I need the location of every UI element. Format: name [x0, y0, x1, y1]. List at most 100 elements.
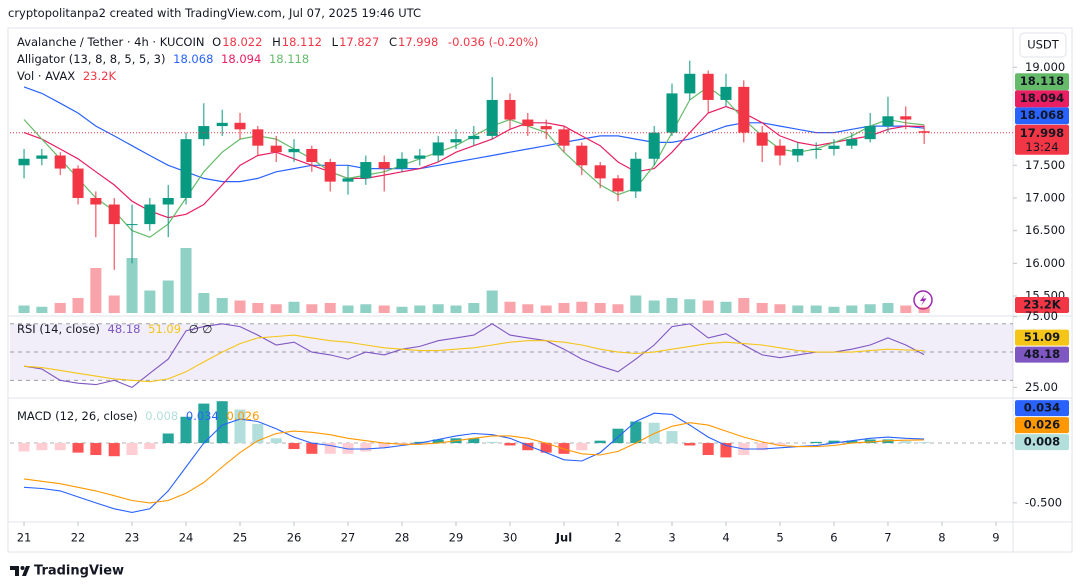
volume-badge-bg	[1015, 297, 1069, 313]
macd-histogram-bar	[720, 443, 732, 458]
volume-bar	[18, 305, 30, 313]
x-tick-label: 8	[938, 531, 945, 545]
macd-histogram-bar	[396, 443, 408, 445]
macd-histogram-bar	[18, 443, 30, 452]
candle-body	[756, 132, 768, 146]
alligator-badge-bg	[1015, 107, 1069, 125]
alligator-line	[23, 86, 925, 183]
macd-histogram-bar	[846, 440, 858, 444]
candle-body	[450, 139, 462, 143]
ohlc-key: O	[212, 35, 222, 49]
volume-bar	[72, 298, 84, 313]
symbol-legend: Avalanche / Tether · 4h · KUCOIN O18.022…	[17, 35, 544, 49]
logo-mark	[10, 566, 30, 576]
volume-bar	[756, 303, 768, 313]
volume-bar	[594, 303, 606, 313]
x-tick-label: 24	[179, 531, 194, 545]
rsi-legend: RSI (14, close) 48.18 51.09 ∅ ∅	[17, 322, 216, 336]
indicator-name: RSI (14, close)	[17, 322, 100, 336]
y-tick-label: 16.000	[1025, 256, 1065, 270]
candle-body	[846, 139, 858, 146]
legend-value: 23.2K	[82, 69, 116, 83]
macd-histogram-bar	[468, 438, 480, 444]
volume-bar	[648, 300, 660, 313]
volume-bar	[720, 301, 732, 313]
macd-histogram-bar	[108, 443, 120, 457]
y-tick-label: 17.500	[1025, 158, 1065, 172]
legend-value: 0.008	[145, 409, 179, 423]
macd-histogram-bar	[144, 443, 156, 450]
volume-bar	[504, 301, 516, 313]
candle-body	[864, 126, 876, 140]
rsi-badge-bg	[1015, 346, 1069, 363]
macd-histogram-bar	[342, 443, 354, 454]
legend-value: 18.094	[221, 52, 262, 66]
volume-bar	[900, 305, 912, 313]
last-price-badge: 17.998	[1020, 126, 1064, 140]
macd-legend: MACD (12, 26, close) 0.008 0.034 0.026	[17, 409, 263, 423]
volume-bar	[630, 295, 642, 313]
x-tick-label: 30	[503, 531, 518, 545]
macd-signal-badge: 0.026	[1024, 418, 1060, 432]
macd-histogram-bar	[540, 443, 552, 453]
volume-bar	[396, 306, 408, 313]
macd-histogram-bar	[684, 443, 696, 446]
volume-bar	[234, 300, 246, 313]
candle-body	[486, 99, 498, 136]
legend-value: 18.068	[173, 52, 214, 66]
macd-histogram-bar	[72, 443, 84, 453]
candle-body	[378, 162, 390, 169]
alert-icon[interactable]	[913, 290, 933, 310]
macd-histogram-bar	[234, 409, 246, 444]
macd-histogram-bar	[288, 443, 300, 450]
macd-histogram-bar	[414, 441, 426, 444]
volume-bar	[360, 304, 372, 313]
rsi-line	[23, 334, 925, 383]
frame	[7, 27, 1073, 553]
volume-bar	[540, 305, 552, 313]
macd-histogram-bar	[594, 440, 606, 444]
candle-body	[720, 86, 732, 100]
volume-bar	[864, 304, 876, 313]
ohlc-value: 17.998	[398, 35, 439, 49]
x-tick-label: Jul	[555, 531, 572, 545]
volume-bar	[486, 290, 498, 313]
macd-histogram-bar	[918, 442, 930, 444]
candle-body	[396, 158, 408, 169]
candle-body	[792, 148, 804, 156]
x-tick-label: 6	[830, 531, 837, 545]
x-tick-label: 25	[233, 531, 248, 545]
macd-histogram-bar	[648, 422, 660, 444]
candle-body	[270, 145, 282, 153]
macd-histogram-bar	[54, 443, 66, 451]
x-tick-label: 3	[668, 531, 675, 545]
volume-bar	[126, 258, 138, 313]
macd-badge-bg	[1015, 400, 1069, 417]
volume-bar	[324, 303, 336, 313]
currency-button[interactable]	[1019, 32, 1067, 58]
candle-body	[684, 73, 696, 94]
credit: cryptopolitanpa2 created with TradingVie…	[8, 6, 422, 20]
alligator-badge: 18.118	[1020, 74, 1064, 88]
y-tick-label: 16.500	[1025, 223, 1065, 237]
volume-bar	[108, 295, 120, 313]
ohlc-key: H	[272, 35, 281, 49]
candle-body	[324, 162, 336, 182]
volume-badge: 23.2K	[1023, 298, 1061, 312]
y-tick-label: 17.000	[1025, 190, 1065, 204]
volume-bar	[558, 303, 570, 313]
macd-histogram-bar	[702, 443, 714, 456]
volume-bar	[306, 304, 318, 313]
legend-extra: ∅ ∅	[188, 322, 213, 336]
macd-histogram-bar	[360, 443, 372, 452]
volume-bar	[810, 305, 822, 313]
indicator-name: Vol · AVAX	[17, 69, 76, 83]
candle-body	[288, 148, 300, 153]
volume-bar	[846, 305, 858, 313]
candle-body	[216, 122, 228, 127]
y-tick-label: -0.500	[1025, 495, 1062, 509]
alert-bolt	[920, 294, 927, 306]
candle-body	[90, 197, 102, 205]
